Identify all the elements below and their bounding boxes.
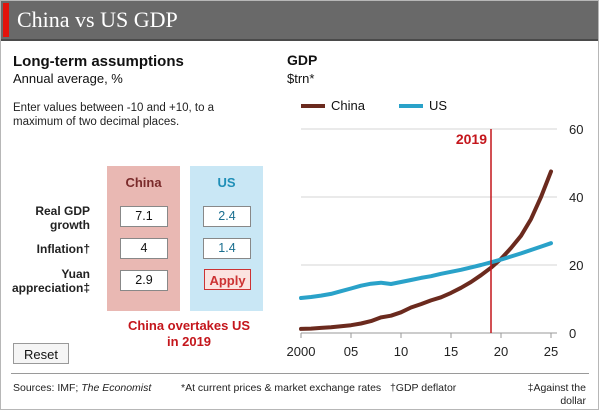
row-label-yuan-appreciation: Yuan appreciation‡ — [12, 267, 90, 295]
overtake-result-line: China overtakes US — [127, 318, 251, 333]
y-tick-label: 60 — [569, 122, 583, 137]
y-tick-label: 40 — [569, 190, 583, 205]
china-inflation-input[interactable]: 4 — [120, 238, 168, 259]
row-label-real-gdp-growth: Real GDP growth — [35, 204, 90, 232]
y-tick-label: 20 — [569, 258, 583, 273]
series-lines — [299, 169, 553, 331]
sources-prefix: Sources: IMF; — [13, 382, 82, 394]
year-marker-label: 2019 — [456, 131, 487, 147]
footer-divider — [11, 373, 589, 374]
us-gdp-growth-input[interactable]: 2.4 — [203, 206, 251, 227]
us-line — [299, 241, 553, 300]
x-tick-label: 10 — [394, 344, 408, 359]
sources-note: Sources: IMF; The Economist — [13, 382, 173, 395]
year-marker: 2019 — [456, 129, 492, 333]
x-tick-label: 05 — [344, 344, 358, 359]
assumptions-subtitle: Annual average, % — [13, 71, 123, 86]
x-tick-label: 15 — [444, 344, 458, 359]
x-tick-label: 20 — [494, 344, 508, 359]
row-label-line: Inflation† — [36, 242, 90, 256]
axis-ticks: 0 20 40 60 2000 05 10 15 20 25 — [287, 122, 584, 359]
china-column-header: China — [125, 175, 162, 190]
apply-button[interactable]: Apply — [204, 269, 251, 290]
overtake-result-year: in 2019 — [166, 334, 212, 349]
assumptions-title: Long-term assumptions — [13, 53, 184, 70]
row-label-line: Yuan — [61, 267, 90, 281]
legend-label-us: US — [429, 98, 447, 113]
input-instructions: Enter values between -10 and +10, to a m… — [13, 102, 215, 128]
page-title: China vs US GDP — [17, 7, 178, 32]
china-line — [299, 169, 553, 331]
row-label-inflation: Inflation† — [37, 242, 90, 256]
legend-label-china: China — [331, 98, 366, 113]
x-tick-label: 2000 — [287, 344, 316, 359]
row-label-line: appreciation‡ — [11, 281, 90, 295]
row-label-line: Real GDP — [35, 204, 90, 218]
us-column-header: US — [217, 175, 236, 190]
yuan-appreciation-input[interactable]: 2.9 — [120, 270, 168, 291]
chart-unit-label: $trn* — [287, 71, 314, 86]
x-tick-label: 25 — [544, 344, 558, 359]
footnote-gdp-deflator: †GDP deflator — [389, 382, 457, 394]
title-bar: China vs US GDP — [1, 1, 598, 41]
gridlines — [301, 128, 557, 334]
gdp-chart: GDP $trn* China US 0 20 40 60 2000 05 10 15 20 25… — [287, 52, 584, 359]
footnote-against-dollar: ‡Against the dollar — [527, 382, 586, 407]
sources-italic: The Economist — [81, 382, 152, 394]
footnotes: ‡Against the dollar *At current prices &… — [181, 382, 586, 408]
overtake-result: China overtakes US in 2019 — [99, 318, 279, 350]
reset-button[interactable]: Reset — [13, 343, 69, 364]
chart-title: GDP — [287, 52, 317, 68]
brand-marker — [3, 3, 9, 37]
us-inflation-input[interactable]: 1.4 — [203, 238, 251, 259]
china-gdp-growth-input[interactable]: 7.1 — [120, 206, 168, 227]
footnote-current-prices: *At current prices & market exchange rat… — [181, 382, 382, 394]
y-tick-label: 0 — [569, 326, 576, 341]
row-label-line: growth — [50, 218, 90, 232]
